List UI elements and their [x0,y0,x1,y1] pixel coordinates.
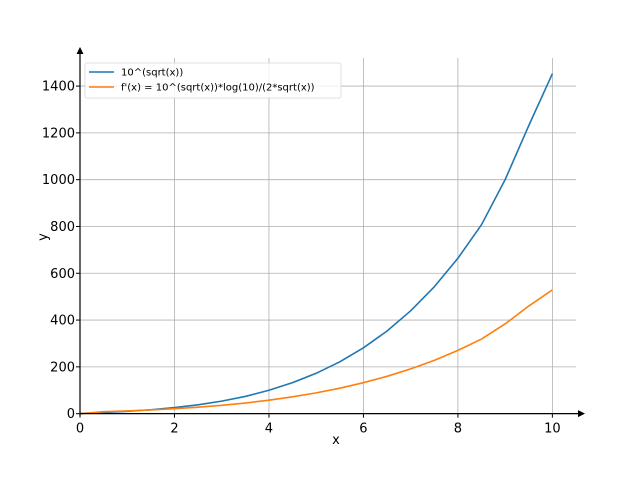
x-axis-arrow [578,410,585,418]
y-tick-label-1: 200 [50,360,75,375]
y-axis-arrow [76,47,84,54]
curves [79,73,554,415]
x-axis-label: x [332,433,340,448]
y-tick-label-5: 1000 [42,173,75,188]
series-line-1 [79,289,553,415]
axes [76,47,585,418]
legend-label-0: 10^(sqrt(x)) [121,68,183,79]
y-tick-label-2: 400 [50,314,75,329]
y-tick-label-6: 1200 [42,126,75,141]
series-line-0 [79,73,554,415]
grid [80,58,576,416]
legend-label-1: f'(x) = 10^(sqrt(x))*log(10)/(2*sqrt(x)) [121,83,315,94]
x-tick-label-2: 4 [265,422,273,437]
ticks: 0 2 4 6 8 10 0 200 400 600 800 1000 1200 1400 [42,80,561,437]
y-tick-label-0: 0 [67,407,75,422]
x-tick-label-1: 2 [170,422,178,437]
legend-box [84,62,342,99]
x-tick-label-4: 8 [454,422,462,437]
x-tick-label-0: 0 [76,422,84,437]
y-axis-label: y [36,233,51,241]
x-tick-label-5: 10 [544,422,561,437]
x-tick-label-3: 6 [359,422,367,437]
legend: 10^(sqrt(x)) f'(x) = 10^(sqrt(x))*log(10… [84,62,342,99]
y-tick-label-3: 600 [50,267,75,282]
y-tick-label-4: 800 [50,220,75,235]
y-tick-label-7: 1400 [42,80,75,95]
